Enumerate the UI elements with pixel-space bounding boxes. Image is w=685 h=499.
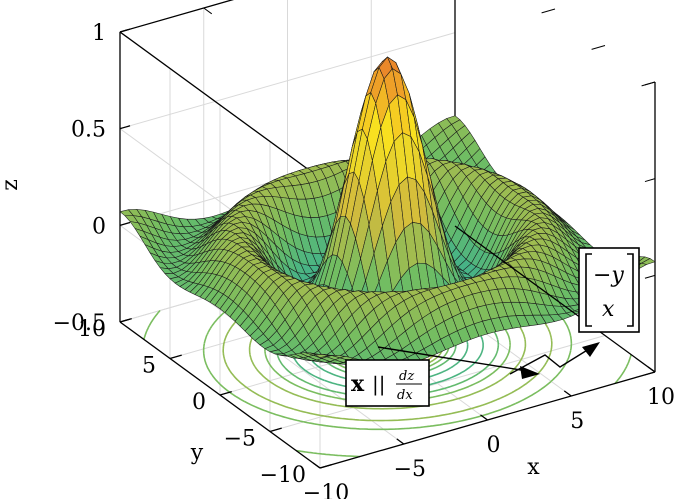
- gradient-arrow-head-icon: [520, 366, 540, 379]
- axis-line: [119, 125, 131, 130]
- x-tick-label: 5: [570, 409, 584, 434]
- axis-line: [312, 462, 321, 469]
- x-axis-label: x: [527, 455, 540, 480]
- y-tick-label: 10: [78, 317, 106, 342]
- z-tick-label: 0: [92, 214, 106, 239]
- gradient-arrow-shaft: [377, 346, 528, 372]
- rotation-annotation-top: −y: [593, 263, 624, 288]
- z-tick-label: −0.5: [53, 311, 106, 336]
- axis-line: [319, 464, 332, 469]
- x-tick-label: −10: [303, 481, 349, 499]
- y-tick-label: −10: [260, 463, 306, 488]
- gradient-annotation: x || dz dx: [345, 359, 430, 407]
- z-axis-label: z: [0, 179, 23, 191]
- axis-line: [563, 390, 572, 397]
- gradient-annotation-numerator: dz: [399, 369, 414, 384]
- gradient-annotation-bars: ||: [372, 372, 385, 397]
- axis-line: [454, 225, 656, 373]
- x-tick-label: 10: [647, 385, 675, 410]
- tick-mark: [591, 45, 606, 50]
- rotation-annotation: −y x: [578, 247, 640, 333]
- axis-line: [269, 427, 282, 433]
- gradient-arrows: [377, 342, 600, 379]
- axis-line: [119, 221, 131, 226]
- tick-mark: [541, 8, 556, 14]
- x-tick-label: 0: [487, 433, 501, 458]
- rotation-arrow-path: [509, 348, 590, 375]
- axis-line: [396, 438, 405, 445]
- y-axis-label: y: [190, 440, 204, 465]
- surface-patch: [641, 258, 656, 265]
- box-edge: [119, 0, 235, 33]
- gradient-annotation-vector: x: [351, 371, 365, 397]
- gradient-annotation-denominator: dx: [397, 388, 413, 403]
- right-bracket-icon: [627, 253, 634, 327]
- axis-line: [480, 414, 488, 421]
- tick-mark: [119, 31, 129, 39]
- axis-line: [169, 354, 182, 360]
- box-edge: [119, 31, 321, 179]
- z-tick-label: 0.5: [71, 118, 106, 143]
- y-tick-label: −5: [224, 427, 256, 452]
- tick-mark: [644, 274, 656, 279]
- tick-mark: [203, 7, 213, 15]
- grid-line: [119, 32, 456, 130]
- rotation-annotation-bottom: x: [602, 297, 615, 322]
- surface-mesh: [119, 56, 656, 366]
- rotation-arrow-head-icon: [582, 342, 600, 357]
- grid-line: [269, 335, 606, 432]
- axis-line: [647, 366, 656, 373]
- front-axes: [119, 28, 656, 469]
- tick-mark: [644, 81, 656, 86]
- x-tick-label: −5: [394, 457, 426, 482]
- axis-line: [219, 391, 232, 396]
- z-tick-label: 1: [92, 21, 106, 46]
- tick-mark: [644, 178, 656, 183]
- y-tick-label: 0: [192, 390, 206, 415]
- left-bracket-icon: [585, 253, 592, 327]
- axis-line: [119, 28, 131, 33]
- axis-line: [119, 318, 131, 323]
- y-tick-label: 5: [142, 354, 156, 379]
